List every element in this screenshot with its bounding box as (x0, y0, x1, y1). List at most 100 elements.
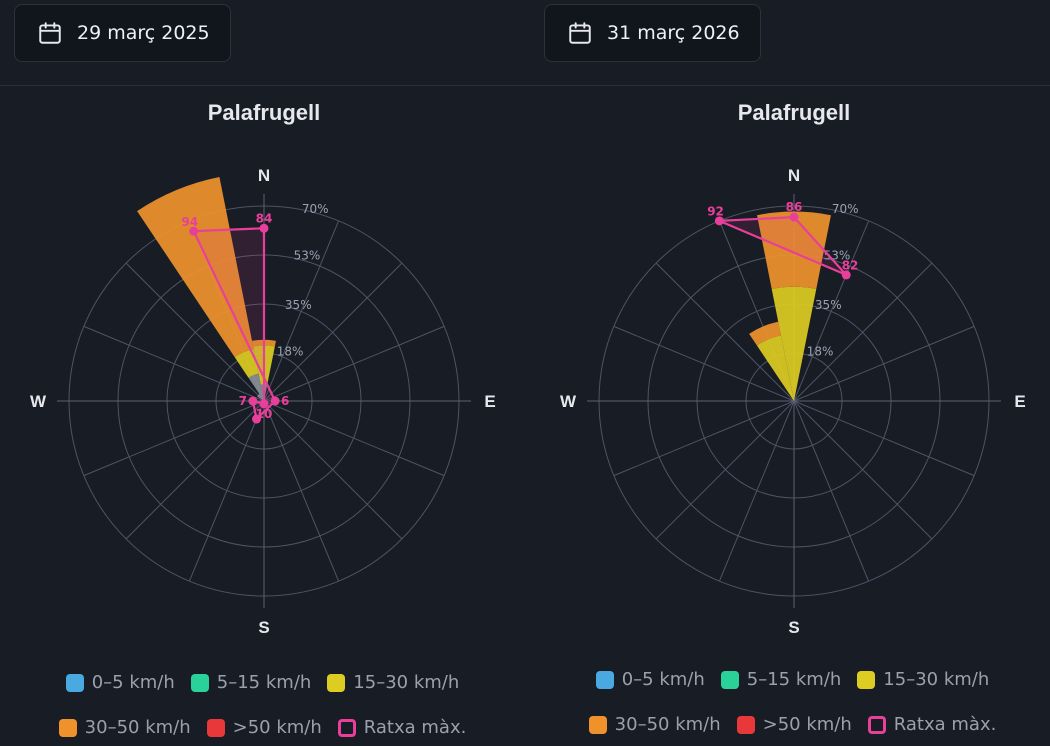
chart-legend: 0–5 km/h 5–15 km/h 15–30 km/h 30–50 km/h >50… (0, 672, 525, 738)
legend-label: 30–50 km/h (614, 714, 721, 735)
grid-spoke (263, 325, 445, 402)
legend-label: 0–5 km/h (621, 669, 705, 690)
grid-spoke (793, 400, 975, 477)
grid-spoke (188, 400, 265, 582)
legend-label: >50 km/h (762, 714, 852, 735)
direction-label: S (258, 618, 269, 637)
legend-label: >50 km/h (232, 717, 322, 738)
radial-tick-label: 53% (824, 249, 851, 263)
grid-spoke (793, 325, 975, 402)
legend-item[interactable]: >50 km/h (206, 717, 322, 738)
wind-sector (771, 286, 817, 401)
direction-label: E (484, 392, 495, 411)
gust-label: 86 (786, 200, 803, 214)
legend-label: Ratxa màx. (363, 717, 467, 738)
gust-label: 7 (239, 394, 247, 408)
grid-spoke (125, 262, 265, 402)
gust-point (270, 396, 280, 406)
gust-label: 82 (842, 259, 859, 273)
gust-label: 84 (256, 211, 273, 225)
gust-point (789, 212, 799, 222)
grid-spoke (263, 400, 403, 540)
wind-sector (257, 394, 264, 401)
date-picker-button-left[interactable]: 29 març 2025 (14, 4, 231, 62)
gust-point (714, 216, 724, 226)
grid-spoke (263, 400, 340, 582)
wind-rose-chart: Palafrugell 18% 35% 53% 70% 86 82 92 N E S W (560, 100, 1026, 637)
header-divider (0, 85, 1050, 86)
legend-item[interactable]: Ratxa màx. (337, 717, 467, 738)
direction-label: N (788, 166, 800, 185)
radial-tick-label: 35% (285, 298, 312, 312)
legend-item[interactable]: 15–30 km/h (327, 672, 459, 693)
legend-item[interactable]: 30–50 km/h (588, 714, 721, 735)
gust-point (189, 226, 199, 236)
wind-sector (749, 321, 781, 346)
gust-point (841, 270, 851, 280)
direction-label: S (788, 618, 799, 637)
legend-swatch (867, 715, 886, 734)
grid-spoke (655, 262, 795, 402)
date-picker-label: 31 març 2026 (607, 22, 740, 44)
wind-sector (248, 373, 264, 401)
legend-swatch (720, 670, 739, 689)
radial-tick-label: 35% (815, 298, 842, 312)
chart-title: Palafrugell (208, 100, 320, 125)
wind-rose-panel-left: Palafrugell 18% 35% 53% 70% 84 94 6 7 10 N E S W 0–5 … (0, 86, 525, 746)
grid-spoke (263, 220, 340, 402)
date-picker-button-right[interactable]: 31 març 2026 (544, 4, 761, 62)
gust-point (248, 396, 258, 406)
gust-point (252, 414, 262, 424)
legend-swatch (337, 718, 356, 737)
gust-label: 10 (256, 407, 273, 421)
gust-label: 6 (281, 394, 289, 408)
direction-label: W (30, 392, 47, 411)
legend-swatch (595, 670, 614, 689)
legend-swatch (206, 718, 225, 737)
legend-item[interactable]: 15–30 km/h (857, 669, 989, 690)
direction-label: N (258, 166, 270, 185)
legend-item[interactable]: 0–5 km/h (65, 672, 175, 693)
direction-label: E (1014, 392, 1025, 411)
grid-spoke (263, 400, 445, 477)
legend-label: 0–5 km/h (91, 672, 175, 693)
legend-swatch (327, 673, 346, 692)
grid-spoke (655, 400, 795, 540)
legend-label: 5–15 km/h (746, 669, 842, 690)
legend-item[interactable]: 5–15 km/h (720, 669, 842, 690)
wind-rose-panel-right: Palafrugell 18% 35% 53% 70% 86 82 92 N E S W 0–5 km… (530, 86, 1050, 746)
legend-item[interactable]: >50 km/h (736, 714, 852, 735)
radial-tick-label: 18% (277, 345, 304, 359)
legend-item[interactable]: 5–15 km/h (190, 672, 312, 693)
legend-swatch (190, 673, 209, 692)
wind-rose-chart: Palafrugell 18% 35% 53% 70% 84 94 6 7 10 N E S W (30, 100, 496, 637)
legend-swatch (857, 670, 876, 689)
grid-spoke (793, 400, 870, 582)
legend-label: 5–15 km/h (216, 672, 312, 693)
legend-swatch (58, 718, 77, 737)
legend-item[interactable]: Ratxa màx. (867, 714, 997, 735)
radial-tick-label: 18% (807, 345, 834, 359)
legend-swatch (65, 673, 84, 692)
legend-label: Ratxa màx. (893, 714, 997, 735)
grid-spoke (613, 400, 795, 477)
radial-tick-label: 70% (302, 202, 329, 216)
date-picker-label: 29 març 2025 (77, 22, 210, 44)
gust-label: 94 (181, 215, 198, 229)
calendar-icon (39, 22, 61, 44)
wind-sector (757, 211, 831, 289)
legend-item[interactable]: 30–50 km/h (58, 717, 191, 738)
legend-swatch (588, 715, 607, 734)
wind-sector (137, 176, 254, 357)
calendar-icon (569, 22, 591, 44)
grid-spoke (793, 262, 933, 402)
direction-label: W (560, 392, 577, 411)
legend-item[interactable]: 0–5 km/h (595, 669, 705, 690)
gust-point (259, 223, 269, 233)
legend-swatch (736, 715, 755, 734)
radial-tick-label: 70% (832, 202, 859, 216)
grid-spoke (83, 400, 265, 477)
legend-label: 15–30 km/h (883, 669, 990, 690)
legend-label: 30–50 km/h (84, 717, 191, 738)
grid-spoke (718, 400, 795, 582)
